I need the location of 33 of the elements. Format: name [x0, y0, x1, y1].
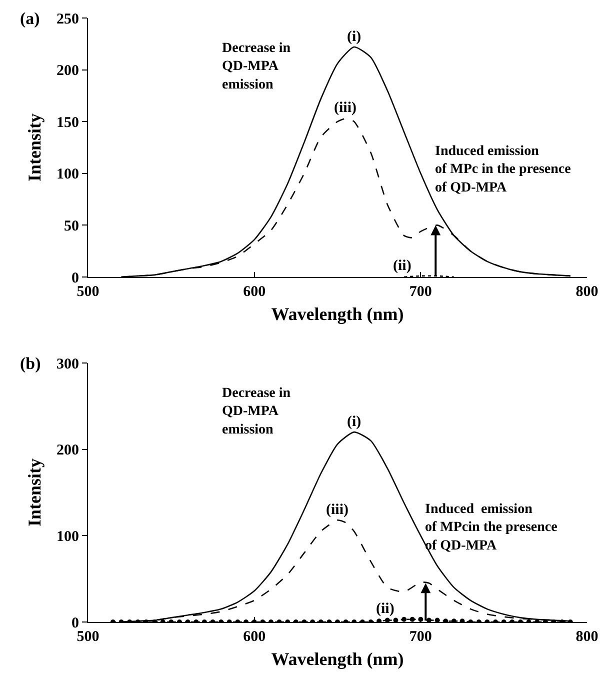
series-label: (iii): [334, 100, 356, 116]
x-tick-label: 700: [409, 284, 432, 300]
text: (b): [20, 354, 41, 373]
x-tick-label: 800: [576, 629, 598, 645]
x-axis-title: Wavelength (nm): [271, 304, 404, 324]
y-tick-label: 50: [64, 218, 79, 234]
y-tick-label: 150: [56, 114, 79, 131]
x-tick-label: 500: [76, 284, 100, 300]
y-tick-label: 100: [56, 166, 79, 183]
annotation: Decrease in QD-MPA emission: [222, 386, 291, 438]
annotation: Induced emission of MPc in the presence of QD-MPA: [435, 144, 571, 196]
series-label: (ii): [376, 601, 394, 617]
series-label: (i): [347, 414, 362, 430]
series-label: (iii): [326, 502, 348, 518]
y-axis-title: Intensity: [24, 458, 45, 527]
x-tick-label: 500: [76, 629, 100, 645]
x-tick-label: 700: [409, 629, 432, 645]
x-axis-title: Wavelength (nm): [271, 649, 404, 670]
series-label: (ii): [393, 258, 412, 274]
y-tick-label: 0: [72, 615, 79, 632]
y-axis-title: Intensity: [24, 113, 45, 182]
x-tick-label: 800: [576, 284, 598, 300]
y-tick-label: 300: [56, 356, 79, 372]
y-tick-label: 100: [56, 528, 79, 545]
y-tick-label: 200: [56, 442, 79, 459]
y-tick-label: 200: [56, 63, 79, 80]
y-tick-label: 250: [56, 11, 79, 28]
x-tick-label: 600: [243, 284, 266, 300]
text: (a): [20, 9, 40, 28]
x-tick-label: 600: [243, 629, 266, 645]
annotation: Decrease in QD-MPA emission: [222, 41, 291, 92]
series-label: (i): [347, 29, 362, 45]
y-tick-label: 0: [72, 270, 79, 286]
